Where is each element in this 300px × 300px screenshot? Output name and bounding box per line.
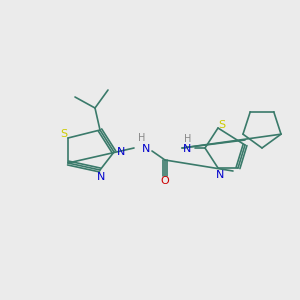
Text: S: S [60, 129, 68, 139]
Text: N: N [183, 144, 191, 154]
Text: N: N [117, 147, 125, 157]
Text: O: O [160, 176, 169, 186]
Text: H: H [138, 133, 146, 143]
Text: H: H [184, 134, 192, 144]
Text: N: N [142, 144, 150, 154]
Text: S: S [218, 120, 226, 130]
Text: N: N [97, 172, 105, 182]
Text: N: N [216, 170, 224, 180]
